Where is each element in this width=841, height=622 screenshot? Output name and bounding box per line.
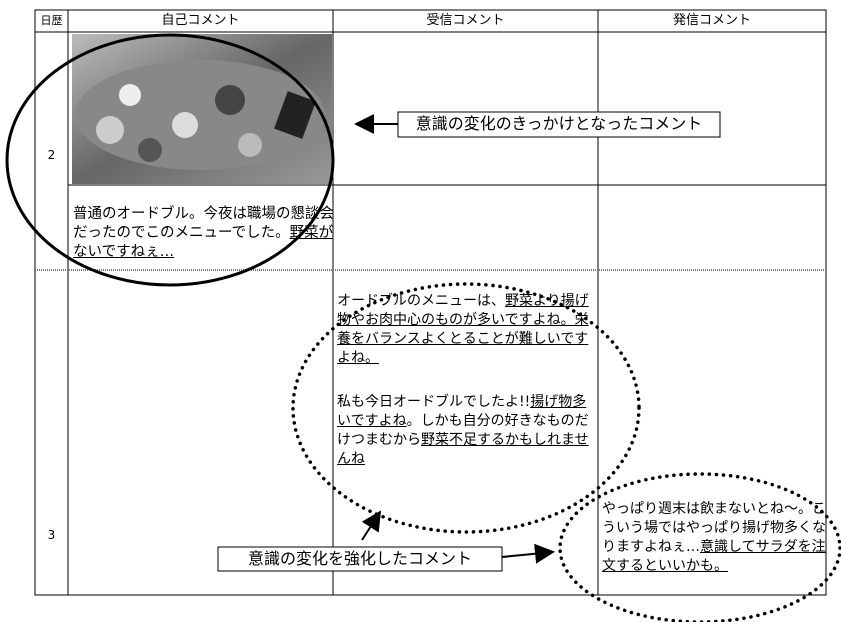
comment-text: やっぱり週末は飲まないとね～。こういう場ではやっぱり揚げ物多くなりますよねぇ… <box>602 501 826 555</box>
day: 3 <box>47 528 56 542</box>
annotation: 意識の変化のきっかけとなったコメント <box>415 114 703 133</box>
comment-text: オードブルのメニューは、 <box>337 293 505 309</box>
arrow <box>501 543 555 564</box>
food-photo <box>72 34 332 184</box>
day: 2 <box>47 148 56 162</box>
comment-text: 意識してサラダを注文するといいかも。 <box>602 539 826 574</box>
column-header: 受信コメント <box>426 13 505 28</box>
callout-box <box>217 546 503 572</box>
comment: 私も今日オードブルでしたよ!!揚げ物多いですよね。しかも自分の好きなものだけつま… <box>337 393 593 469</box>
comment: やっぱり週末は飲まないとね～。こういう場ではやっぱり揚げ物多くなりますよねぇ…意… <box>602 500 828 576</box>
arrow <box>361 510 382 541</box>
comment: オードブルのメニューは、野菜より揚げ物やお肉中心のものが多いですよね。栄養をバラ… <box>337 292 593 368</box>
comment-text: 。しかも自分の好きなものだけつまむから <box>337 413 589 448</box>
column-header: 自己コメント <box>161 13 240 28</box>
comment-text: 揚げ物多いですよね <box>337 394 587 429</box>
comment: 普通のオードブル。今夜は職場の懇談会だったのでこのメニューでした。野菜がないです… <box>73 205 335 262</box>
comment-text: 普通のオードブル。今夜は職場の懇談会だったのでこのメニューでした。 <box>73 206 334 241</box>
comment-text: 野菜不足するかもしれませんね <box>337 432 589 467</box>
comment-text: 私も今日オードブルでしたよ!! <box>337 394 531 410</box>
dotted-ellipse <box>558 472 841 622</box>
column-header: 発信コメント <box>672 13 751 28</box>
annotation: 意識の変化を強化したコメント <box>247 549 472 568</box>
comment-text: 野菜より揚げ物やお肉中心のものが多いですよね。栄養をバランスよくとることが難しい… <box>337 293 589 366</box>
solid-ellipse <box>5 33 335 287</box>
column-header: 日歴 <box>40 14 63 27</box>
comment-text: 野菜がないですねぇ… <box>73 225 334 260</box>
dotted-ellipse <box>291 282 641 534</box>
